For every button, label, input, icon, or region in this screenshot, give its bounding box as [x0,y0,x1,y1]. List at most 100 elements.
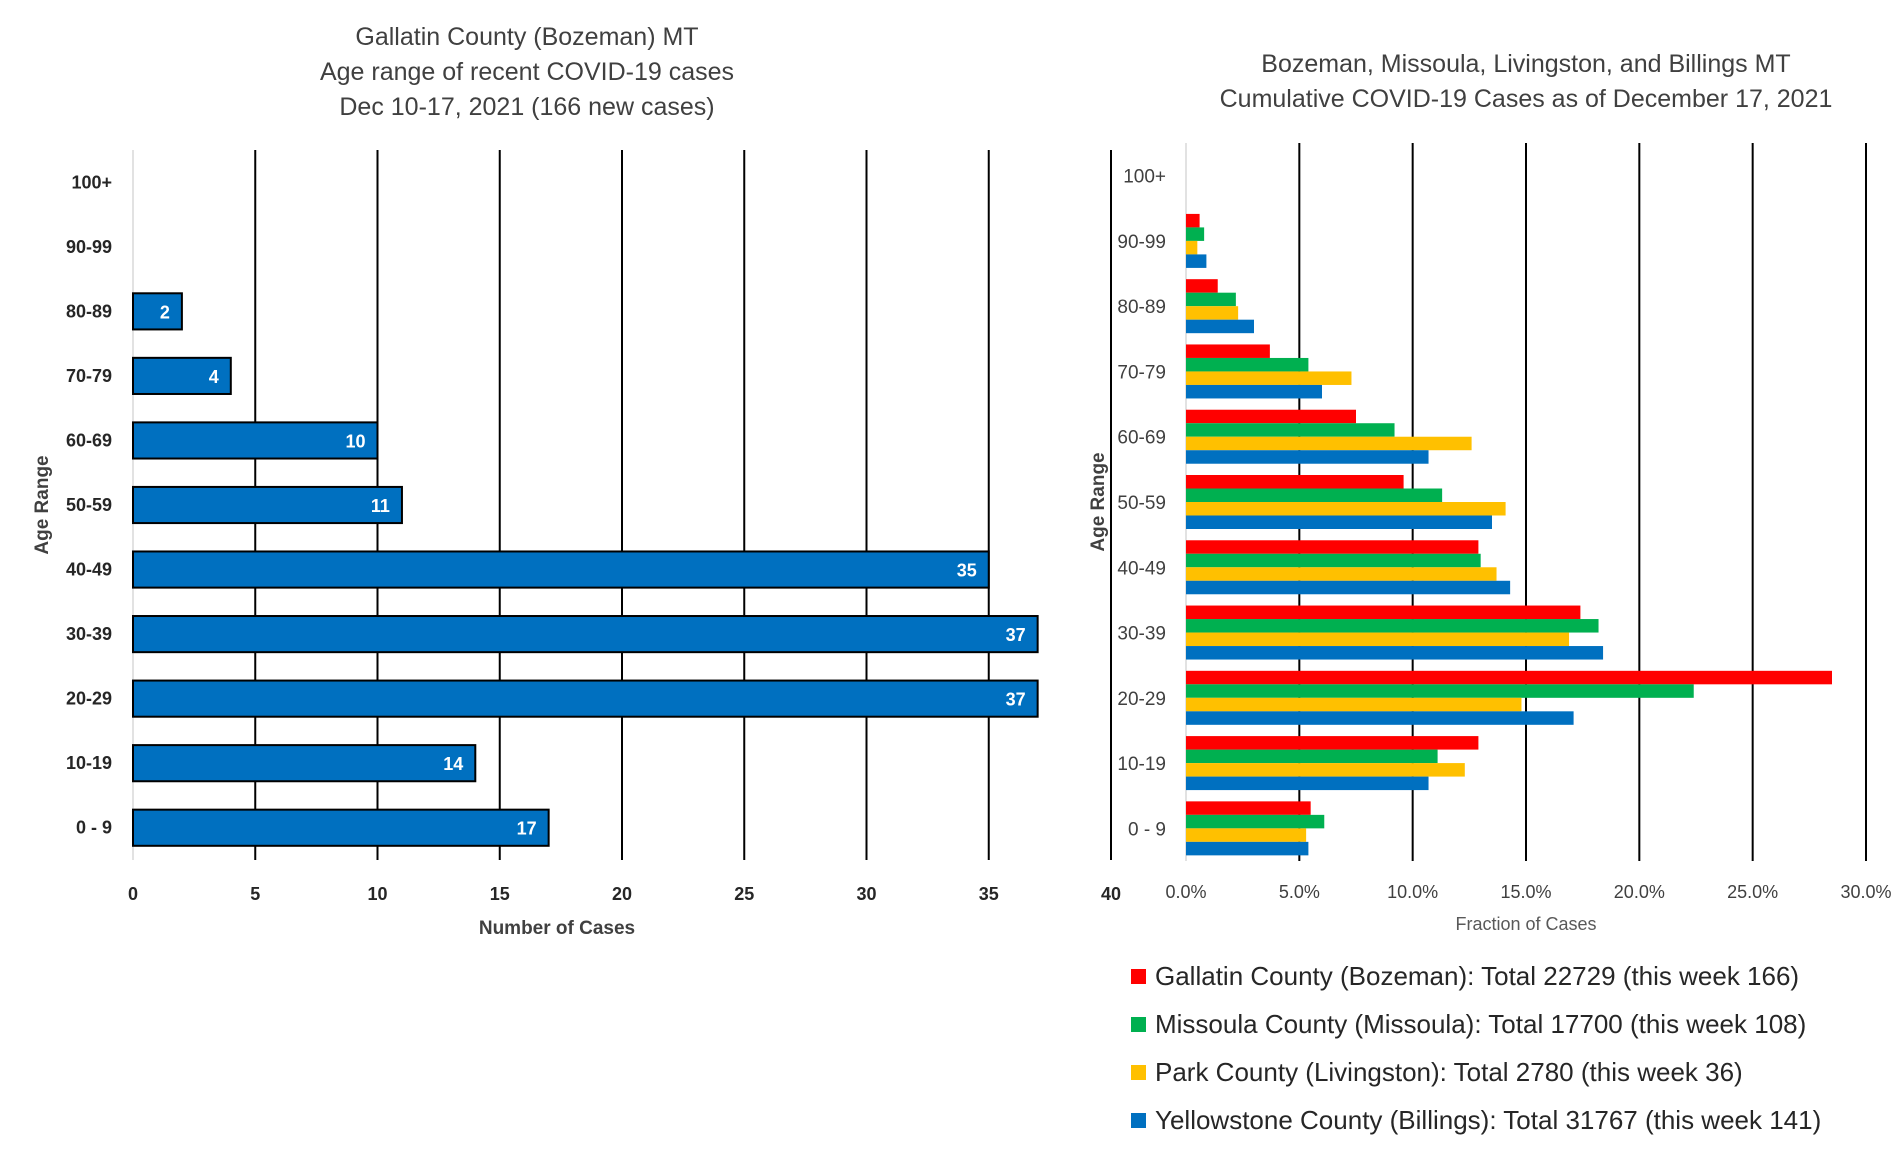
left-y-tick-label: 20-29 [66,689,112,709]
right-bar [1186,475,1404,489]
right-bar [1186,814,1325,829]
right-bar [1186,540,1479,554]
left-x-tick-label: 5 [250,884,260,904]
right-x-axis-title: Fraction of Cases [1455,914,1596,934]
left-x-tick-label: 35 [979,884,999,904]
right-y-tick-label: 100+ [1123,167,1166,188]
left-y-tick-label: 0 - 9 [76,818,112,838]
right-y-tick-label: 40-49 [1117,558,1166,579]
left-y-tick-label: 50-59 [66,495,112,515]
right-bar [1186,553,1481,568]
left-y-tick-label: 10-19 [66,753,112,773]
right-bar [1186,488,1443,502]
right-x-tick-label: 10.0% [1387,882,1438,902]
right-bar [1186,697,1522,712]
right-y-axis-title: Age Range [1088,452,1109,551]
left-bar-data-label: 14 [443,754,463,774]
right-bar [1186,711,1574,725]
right-x-tick-label: 20.0% [1614,882,1665,902]
left-bar-data-label: 2 [160,302,170,322]
left-bar-data-label: 4 [209,367,219,387]
left-chart-title-line: Gallatin County (Bozeman) MT [355,23,698,51]
right-y-tick-label: 60-69 [1117,428,1166,449]
right-bar [1186,619,1599,633]
right-bar [1186,605,1581,620]
right-bar [1186,828,1307,842]
right-bar [1186,357,1309,372]
left-x-tick-label: 40 [1101,884,1121,904]
left-bar-data-label: 35 [957,561,977,581]
right-bar [1186,254,1207,268]
right-bar [1186,240,1198,255]
right-bar [1186,436,1472,451]
right-bar [1186,763,1465,777]
left-x-tick-label: 15 [490,884,510,904]
right-x-tick-label: 0.0% [1165,882,1206,902]
legend-entry-label: Gallatin County (Bozeman): Total 22729 (… [1155,961,1799,991]
right-bar [1186,409,1356,424]
right-y-tick-label: 70-79 [1117,362,1166,383]
left-bar [132,292,183,331]
right-y-tick-label: 50-59 [1117,493,1166,514]
right-bar [1186,384,1322,399]
right-x-tick-label: 5.0% [1279,882,1320,902]
right-bar [1186,801,1311,815]
right-x-tick-label: 25.0% [1727,882,1778,902]
legend-entry-label: Missoula County (Missoula): Total 17700 … [1155,1009,1806,1039]
left-bar-data-label: 11 [371,496,390,516]
legend-entry-label: Yellowstone County (Billings): Total 317… [1155,1105,1821,1135]
right-bar [1186,306,1239,320]
right-x-tick-label: 15.0% [1500,882,1551,902]
right-bar [1186,423,1395,437]
left-bar [132,808,550,847]
left-bar [132,679,1039,718]
right-y-tick-label: 10-19 [1117,754,1166,775]
left-y-tick-label: 100+ [71,172,112,192]
left-bar [132,615,1039,654]
right-y-tick-label: 90-99 [1117,232,1166,253]
left-x-tick-label: 20 [612,884,632,904]
right-chart-title-line: Cumulative COVID-19 Cases as of December… [1220,85,1833,113]
legend-swatch [1131,969,1146,984]
left-x-tick-label: 25 [734,884,754,904]
right-bar [1186,450,1429,464]
left-y-tick-label: 60-69 [66,430,112,450]
left-x-tick-label: 0 [128,884,138,904]
left-bar-data-label: 17 [517,819,537,839]
left-y-tick-label: 90-99 [66,237,112,257]
right-y-tick-label: 0 - 9 [1128,819,1166,840]
right-bar [1186,670,1832,685]
legend-swatch [1131,1065,1146,1080]
left-x-tick-label: 10 [367,884,387,904]
left-x-axis-title: Number of Cases [479,918,635,939]
right-bar [1186,371,1352,385]
right-y-tick-label: 20-29 [1117,689,1166,710]
left-chart-title-line: Dec 10-17, 2021 (166 new cases) [339,93,714,121]
right-chart-title-line: Bozeman, Missoula, Livingston, and Billi… [1261,50,1790,78]
right-bar [1186,292,1236,307]
right-bar [1186,776,1429,791]
right-bar [1186,279,1218,293]
left-y-tick-label: 40-49 [66,560,112,580]
right-bar [1186,567,1497,581]
left-bar-data-label: 37 [1006,690,1026,710]
right-bar [1186,841,1309,856]
left-y-tick-label: 80-89 [66,301,112,321]
right-bar [1186,344,1270,358]
left-bar-data-label: 10 [345,431,365,451]
right-bar [1186,632,1570,647]
left-chart-title-line: Age range of recent COVID-19 cases [320,58,734,86]
right-y-tick-label: 30-39 [1117,624,1166,645]
right-bar [1186,684,1694,698]
legend-entry-label: Park County (Livingston): Total 2780 (th… [1155,1057,1743,1087]
left-y-axis-title: Age Range [32,455,53,554]
right-bar [1186,319,1254,334]
left-x-tick-label: 30 [856,884,876,904]
left-bar [132,421,379,460]
right-bar [1186,502,1506,516]
left-bar [132,356,232,395]
left-bar [132,485,403,525]
left-bar-data-label: 37 [1006,625,1026,645]
legend-swatch [1131,1017,1146,1032]
